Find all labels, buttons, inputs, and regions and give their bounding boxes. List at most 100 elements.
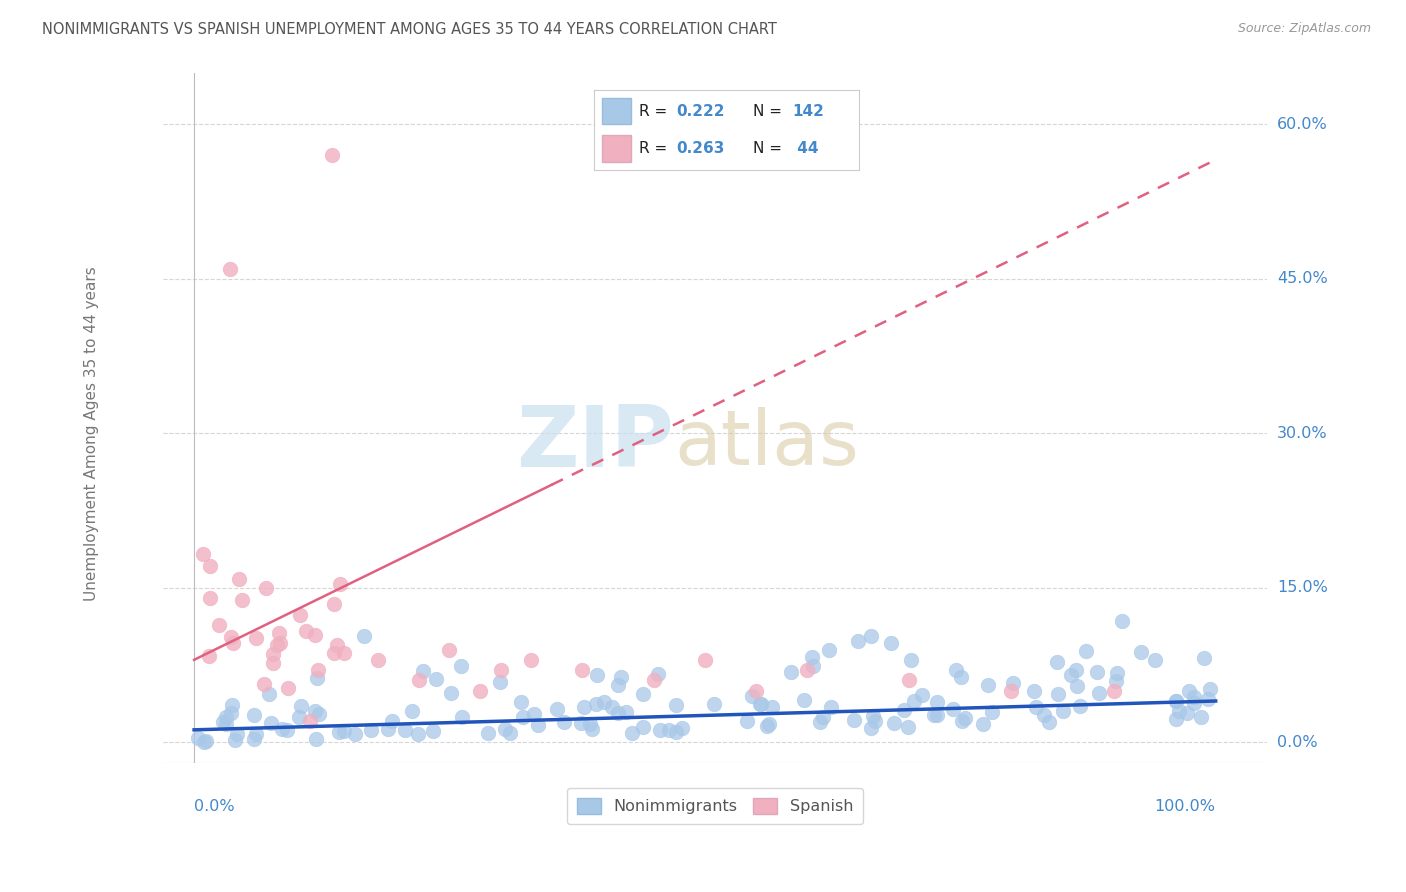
Point bbox=[859, 629, 882, 643]
Point bbox=[1074, 644, 1097, 658]
Point bbox=[927, 694, 949, 708]
Point bbox=[1182, 690, 1205, 705]
Point bbox=[208, 617, 231, 632]
Point bbox=[360, 723, 382, 738]
Point bbox=[796, 663, 818, 677]
Point bbox=[811, 710, 834, 724]
Point bbox=[606, 678, 628, 692]
Point bbox=[254, 582, 277, 596]
Point bbox=[408, 727, 430, 741]
Point bbox=[665, 725, 688, 739]
Point bbox=[257, 687, 280, 701]
Point bbox=[1022, 683, 1045, 698]
Point bbox=[1102, 683, 1125, 698]
Point bbox=[367, 653, 389, 667]
Point bbox=[1197, 691, 1219, 706]
Point bbox=[553, 715, 575, 730]
Point bbox=[1111, 614, 1133, 628]
Point bbox=[758, 716, 780, 731]
Point bbox=[328, 725, 350, 739]
Point bbox=[228, 572, 250, 586]
Point bbox=[1038, 715, 1060, 730]
Point bbox=[903, 694, 925, 708]
Point bbox=[820, 700, 842, 714]
Point bbox=[332, 723, 354, 738]
Point bbox=[1052, 704, 1074, 718]
Point bbox=[650, 723, 672, 737]
Text: NONIMMIGRANTS VS SPANISH UNEMPLOYMENT AMONG AGES 35 TO 44 YEARS CORRELATION CHAR: NONIMMIGRANTS VS SPANISH UNEMPLOYMENT AM… bbox=[42, 22, 778, 37]
Point bbox=[1166, 694, 1188, 708]
Point bbox=[585, 697, 607, 711]
Point bbox=[1189, 710, 1212, 724]
Point bbox=[422, 723, 444, 738]
Point bbox=[1199, 681, 1222, 696]
Point bbox=[401, 704, 423, 718]
Point bbox=[307, 664, 329, 678]
Point bbox=[329, 577, 352, 591]
Point bbox=[1025, 699, 1047, 714]
Point bbox=[569, 716, 592, 731]
Point bbox=[269, 635, 291, 649]
Point bbox=[343, 726, 366, 740]
Point bbox=[219, 706, 242, 720]
Point bbox=[818, 643, 841, 657]
Point bbox=[610, 670, 633, 684]
Text: atlas: atlas bbox=[675, 407, 859, 481]
Point bbox=[477, 726, 499, 740]
Point bbox=[276, 723, 298, 738]
Text: 100.0%: 100.0% bbox=[1154, 799, 1216, 814]
Point bbox=[305, 671, 328, 685]
Text: 0.0%: 0.0% bbox=[194, 799, 235, 814]
Point bbox=[527, 717, 550, 731]
Point bbox=[950, 670, 973, 684]
Point bbox=[900, 653, 922, 667]
Point bbox=[741, 689, 763, 703]
Point bbox=[1184, 696, 1206, 710]
Point bbox=[304, 704, 326, 718]
Point bbox=[512, 710, 534, 724]
Point bbox=[607, 706, 630, 721]
Point bbox=[242, 731, 264, 746]
Point bbox=[546, 702, 568, 716]
Point bbox=[267, 626, 290, 640]
Point bbox=[981, 705, 1004, 719]
Point bbox=[1129, 645, 1152, 659]
Point bbox=[1069, 699, 1091, 714]
Point bbox=[290, 699, 312, 714]
Point bbox=[321, 148, 343, 162]
Point bbox=[592, 695, 614, 709]
Point bbox=[735, 714, 758, 728]
Point bbox=[200, 591, 222, 605]
Point bbox=[377, 722, 399, 736]
Point bbox=[842, 713, 865, 727]
Point bbox=[1087, 686, 1109, 700]
Point bbox=[1107, 665, 1129, 680]
Point bbox=[898, 673, 921, 688]
Point bbox=[793, 692, 815, 706]
Point bbox=[761, 699, 783, 714]
Point bbox=[977, 678, 1000, 692]
Point bbox=[620, 726, 643, 740]
Point bbox=[571, 663, 593, 677]
Point bbox=[224, 733, 246, 747]
Point bbox=[953, 711, 976, 725]
Point bbox=[1143, 653, 1166, 667]
Point bbox=[1001, 676, 1024, 690]
Point bbox=[780, 665, 803, 679]
Point bbox=[288, 608, 311, 623]
Point bbox=[242, 708, 264, 723]
Point bbox=[271, 722, 294, 736]
Point bbox=[1033, 708, 1056, 723]
Point bbox=[924, 708, 946, 723]
Point bbox=[745, 683, 768, 698]
Text: 15.0%: 15.0% bbox=[1277, 581, 1327, 595]
Text: 30.0%: 30.0% bbox=[1277, 425, 1327, 441]
Point bbox=[194, 733, 217, 747]
Point bbox=[295, 624, 318, 638]
Point bbox=[523, 707, 546, 722]
Point bbox=[860, 721, 883, 735]
Point bbox=[1000, 683, 1022, 698]
Point bbox=[1164, 694, 1187, 708]
Point bbox=[520, 653, 543, 667]
Point bbox=[749, 697, 772, 711]
